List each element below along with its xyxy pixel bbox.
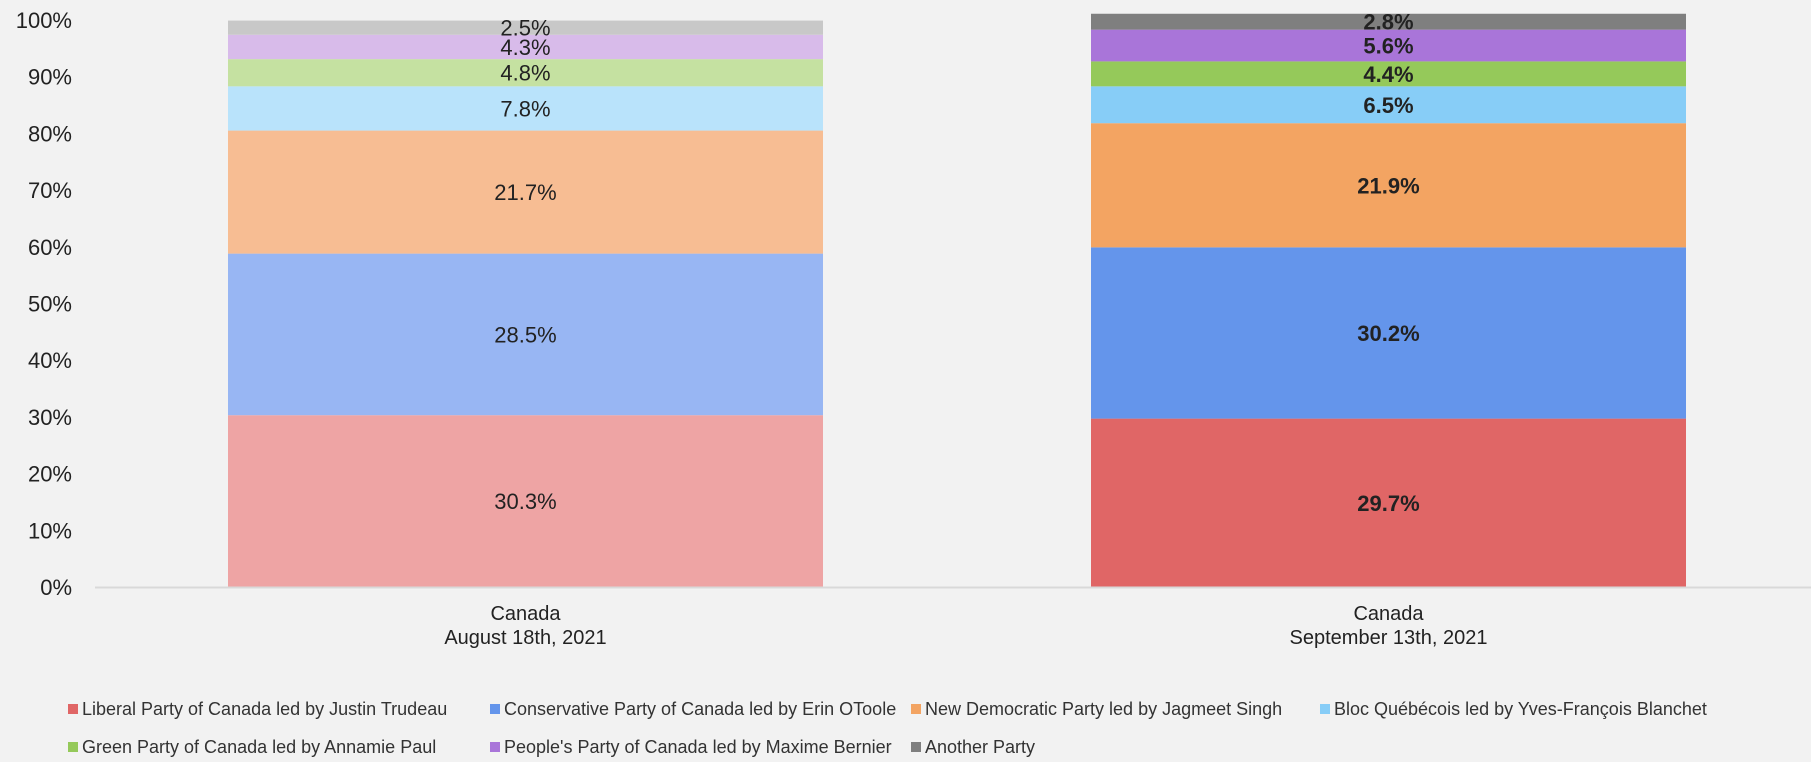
legend: Liberal Party of Canada led by Justin Tr…	[68, 699, 1707, 757]
data-label: 4.4%	[1363, 62, 1413, 87]
data-label: 4.3%	[500, 35, 550, 60]
bar-segment	[1091, 61, 1686, 87]
legend-swatch	[911, 742, 921, 752]
bar-segment	[228, 20, 823, 35]
data-label: 4.8%	[500, 61, 550, 86]
y-tick-label: 90%	[28, 65, 72, 90]
legend-label: Conservative Party of Canada led by Erin…	[504, 699, 896, 719]
bar-segment	[228, 34, 823, 60]
y-tick-label: 50%	[28, 292, 72, 317]
bar-segment	[1091, 13, 1686, 30]
bar-segment	[228, 415, 823, 587]
y-tick-label: 40%	[28, 348, 72, 373]
legend-swatch	[1320, 704, 1330, 714]
data-label: 21.7%	[494, 180, 556, 205]
legend-item[interactable]: People's Party of Canada led by Maxime B…	[490, 737, 892, 757]
legend-label: Bloc Québécois led by Yves-François Blan…	[1334, 699, 1707, 719]
bar-segment	[1091, 86, 1686, 124]
legend-item[interactable]: Liberal Party of Canada led by Justin Tr…	[68, 699, 447, 719]
legend-label: New Democratic Party led by Jagmeet Sing…	[925, 699, 1282, 719]
y-tick-label: 100%	[16, 8, 72, 33]
legend-label: Liberal Party of Canada led by Justin Tr…	[82, 699, 447, 719]
bars-layer	[228, 13, 1686, 587]
data-label: 2.8%	[1363, 10, 1413, 35]
data-label: 2.5%	[500, 16, 550, 41]
legend-swatch	[911, 704, 921, 714]
legend-item[interactable]: Conservative Party of Canada led by Erin…	[490, 699, 896, 719]
y-tick-label: 0%	[40, 575, 72, 600]
bar-segment	[228, 130, 823, 254]
legend-item[interactable]: Green Party of Canada led by Annamie Pau…	[68, 737, 436, 757]
y-tick-label: 30%	[28, 405, 72, 430]
bar-segment	[1091, 418, 1686, 587]
data-labels-layer: 30.3% 28.5% 21.7% 7.8% 4.8%4.3%2.5% 29.7% 30.2…	[494, 10, 1419, 516]
legend-item[interactable]: Another Party	[911, 737, 1035, 757]
data-label: 5.6%	[1363, 34, 1413, 59]
data-label: 6.5%	[1363, 93, 1413, 118]
data-label: 29.7%	[1357, 491, 1419, 516]
data-label: 30.3%	[494, 489, 556, 514]
y-tick-label: 60%	[28, 235, 72, 260]
bar-segment	[228, 253, 823, 416]
x-category-label: Canada September 13th, 2021	[1290, 603, 1488, 649]
legend-item[interactable]: New Democratic Party led by Jagmeet Sing…	[911, 699, 1282, 719]
bar-segment	[1091, 247, 1686, 419]
x-category-label: Canada August 18th, 2021	[444, 603, 606, 649]
bar-segment	[1091, 123, 1686, 248]
y-tick-label: 80%	[28, 121, 72, 146]
legend-swatch	[68, 704, 78, 714]
data-label: 28.5%	[494, 322, 556, 347]
bar-segment	[228, 86, 823, 131]
legend-label: Green Party of Canada led by Annamie Pau…	[82, 737, 436, 757]
y-tick-label: 10%	[28, 518, 72, 543]
data-label: 30.2%	[1357, 321, 1419, 346]
y-tick-label: 70%	[28, 178, 72, 203]
y-tick-label: 20%	[28, 462, 72, 487]
legend-label: Another Party	[925, 737, 1035, 757]
data-label: 21.9%	[1357, 173, 1419, 198]
legend-label: People's Party of Canada led by Maxime B…	[504, 737, 892, 757]
axis-layer: 0% 10% 20% 30% 40% 50% 60% 70% 80% 90% 100% Canada A…	[16, 8, 1811, 649]
legend-swatch	[490, 704, 500, 714]
legend-swatch	[490, 742, 500, 752]
legend-swatch	[68, 742, 78, 752]
bar-segment	[228, 59, 823, 87]
data-label: 7.8%	[500, 96, 550, 121]
bar-segment	[1091, 29, 1686, 62]
legend-item[interactable]: Bloc Québécois led by Yves-François Blan…	[1320, 699, 1707, 719]
